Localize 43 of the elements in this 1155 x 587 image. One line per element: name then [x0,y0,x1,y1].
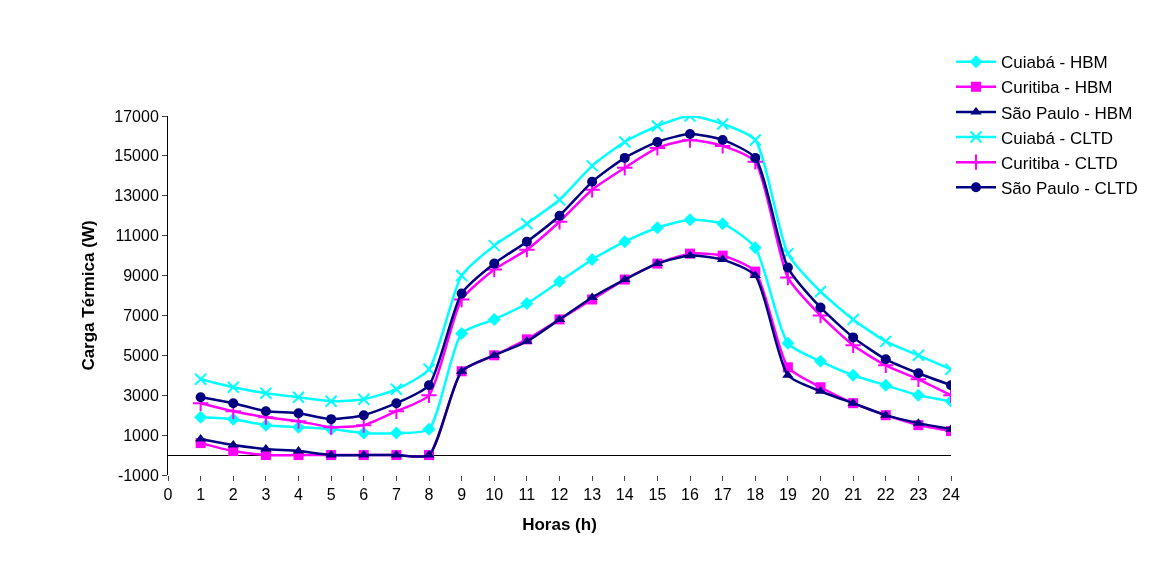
x-tick-label: 10 [485,486,504,504]
x-tick-label: 2 [228,486,238,504]
x-tick-label: 12 [550,486,569,504]
x-tick-label: 15 [648,486,667,504]
x-tick-label: 5 [326,486,336,504]
y-tick-label: 17000 [114,107,159,125]
x-tick-label: 19 [778,486,797,504]
x-tick-label: 9 [457,486,467,504]
x-tick-label: 16 [681,486,699,504]
x-tick-label: 20 [811,486,830,504]
x-tick-label: 3 [261,486,271,504]
legend-label: Cuiabá - HBM [1001,53,1108,73]
x-tick-label: 21 [844,486,863,504]
x-tick-label: 0 [163,486,173,504]
legend-label: Curitiba - CLTD [1001,153,1118,173]
x-tick-label: 24 [942,486,960,504]
legend-label: São Paulo - HBM [1001,103,1133,123]
legend-label: Cuiabá - CLTD [1001,128,1114,148]
legend-label: São Paulo - CLTD [1001,178,1138,198]
y-tick-label: -1000 [117,466,159,484]
x-tick-label: 11 [518,486,536,504]
y-tick-label: 7000 [123,307,159,325]
y-axis-title: Carga Térmica (W) [78,220,98,371]
y-tick-label: 5000 [123,346,159,364]
y-tick-label: 15000 [114,147,159,165]
x-tick-label: 8 [424,486,434,504]
legend-label: Curitiba - HBM [1001,78,1113,98]
x-tick-label: 7 [391,486,401,504]
x-axis-title: Horas (h) [522,514,597,534]
x-tick-label: 4 [294,486,304,504]
x-tick-label: 14 [615,486,634,504]
x-tick-label: 22 [876,486,895,504]
y-tick-label: 3000 [123,386,159,404]
x-tick-label: 13 [583,486,602,504]
x-tick-label: 18 [746,486,765,504]
y-tick-label: 11000 [115,227,159,245]
y-tick-label: 9000 [123,267,159,285]
y-tick-label: 13000 [114,187,159,205]
x-tick-label: 23 [909,486,928,504]
x-tick-label: 6 [359,486,369,504]
x-tick-label: 1 [196,486,206,504]
y-tick-label: 1000 [123,426,159,444]
x-tick-label: 17 [713,486,732,504]
